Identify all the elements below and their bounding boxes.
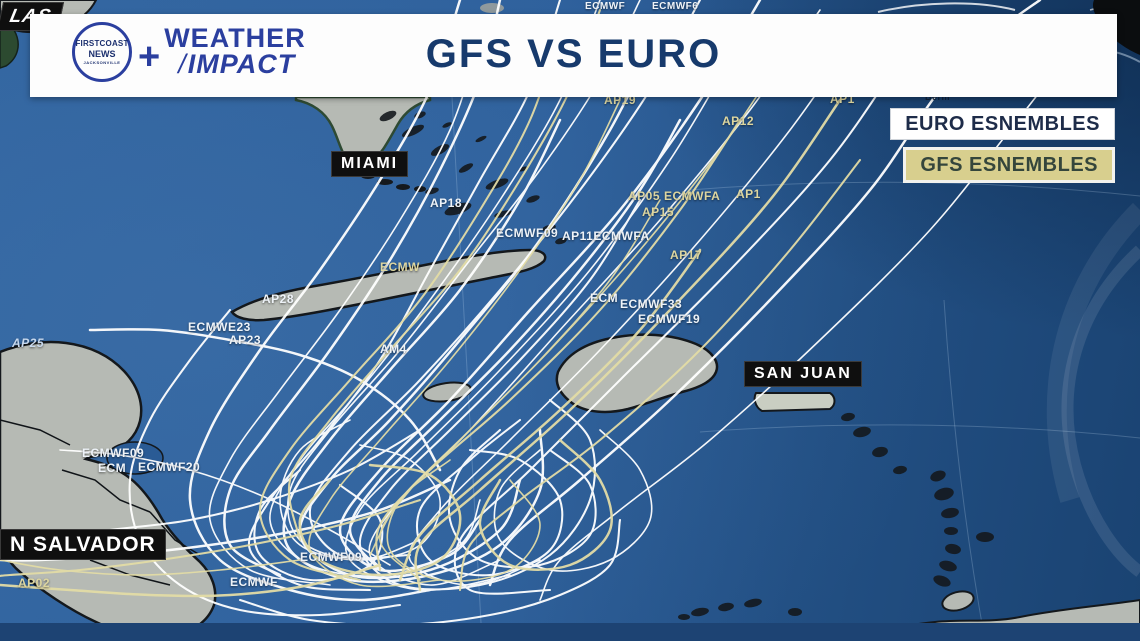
model-run-label: AP15 [642, 205, 675, 219]
euro-track [88, 328, 442, 472]
model-run-label: ECMW [380, 260, 420, 274]
euro-track [223, 0, 502, 577]
slash-glyph: / [178, 49, 187, 79]
header-banner: FIRSTCOAST NEWS JACKSONVILLE + WEATHER /… [30, 14, 1117, 97]
gfs-track [375, 118, 742, 572]
model-run-label: Berm [925, 92, 951, 102]
land-puerto-rico [753, 392, 836, 413]
station-brand-logo: FIRSTCOAST NEWS JACKSONVILLE + WEATHER /… [72, 22, 306, 82]
city-label-n-salvador: N SALVADOR [0, 529, 166, 560]
city-label-san-juan: SAN JUAN [744, 361, 862, 387]
small-islands [379, 3, 994, 620]
euro-track [282, 118, 562, 584]
firstcoast-news-logo: FIRSTCOAST NEWS JACKSONVILLE [72, 22, 132, 82]
gfs-track [398, 248, 702, 582]
model-run-label: AP11ECMWFA [562, 229, 650, 243]
model-run-label: AP25 [12, 336, 45, 350]
model-run-label: ECMWE23 [188, 320, 251, 334]
legend-gfs-ensembles: GFS ESNEMBLES [903, 147, 1115, 183]
euro-track [238, 518, 622, 627]
model-run-label: ECMWF09 [496, 226, 559, 240]
legend: EURO ESNEMBLES GFS ESNEMBLES [890, 108, 1115, 183]
euro-track [338, 0, 762, 573]
model-run-label: AP19 [604, 93, 637, 107]
euro-track [348, 118, 682, 572]
model-run-label: AP05 [628, 189, 661, 203]
euro-track [0, 428, 422, 547]
gfs-track [478, 438, 613, 571]
legend-euro-ensembles: EURO ESNEMBLES [890, 108, 1115, 140]
euro-track [416, 418, 564, 577]
gfs-track [386, 459, 541, 582]
model-run-label: ECMWF09 [82, 446, 145, 460]
model-run-label: ECM [98, 461, 127, 475]
logo-line3: JACKSONVILLE [83, 60, 121, 65]
euro-track [447, 428, 597, 569]
model-run-label: AP02 [18, 576, 51, 590]
gfs-track [258, 28, 562, 582]
gfs-track [458, 158, 862, 592]
euro-track [188, 0, 462, 602]
gfs-track [0, 559, 301, 576]
model-run-label: ECMWF [585, 1, 626, 12]
land-cuba [230, 248, 547, 322]
euro-track [453, 58, 902, 595]
model-run-label: ECMWFA [664, 189, 721, 203]
model-run-label: ECMWF20 [138, 460, 201, 474]
model-run-label: AP17 [670, 248, 703, 262]
gfs-track [287, 8, 602, 542]
model-run-label: AM4 [380, 342, 407, 356]
model-run-label: AP18 [430, 196, 463, 210]
model-run-label: ECMWF [230, 575, 278, 589]
gfs-ensemble-tracks [0, 8, 862, 598]
model-run-label: ECM [590, 291, 619, 305]
euro-track [287, 0, 641, 561]
logo-line2: NEWS [88, 49, 116, 59]
gfs-track [0, 498, 422, 578]
page-title: GFS VS EURO [425, 32, 722, 76]
gfs-track [298, 463, 462, 577]
euro-track [59, 449, 391, 566]
model-run-label: AP1 [736, 187, 761, 201]
bottom-band [0, 623, 1140, 641]
logo-line1: FIRSTCOAST [75, 39, 129, 48]
model-run-label: AP23 [229, 333, 262, 347]
gfs-track [379, 59, 781, 581]
model-run-label: ECMWF19 [638, 312, 701, 326]
model-run-label: ECMWF33 [620, 297, 683, 311]
wordmark-impact: /IMPACT [178, 49, 306, 79]
city-label-miami: MIAMI [331, 151, 409, 177]
land-trinidad [941, 590, 975, 612]
plus-icon: + [138, 35, 161, 78]
wordmark-impact-text: IMPACT [187, 49, 296, 79]
euro-track [308, 0, 702, 560]
gfs-track [0, 563, 382, 598]
gfs-track [414, 98, 842, 592]
wordmark-weather: WEATHER [164, 23, 306, 54]
model-run-label: ECMWF6 [652, 1, 699, 12]
weather-impact-wordmark: WEATHER /IMPACT [164, 23, 306, 79]
euro-track [208, 39, 481, 586]
euro-track [493, 429, 653, 572]
model-run-label: AP12 [722, 114, 755, 128]
model-run-label: AP28 [262, 292, 295, 306]
model-run-label: ECMWF09 [300, 550, 363, 564]
euro-track [279, 419, 441, 561]
